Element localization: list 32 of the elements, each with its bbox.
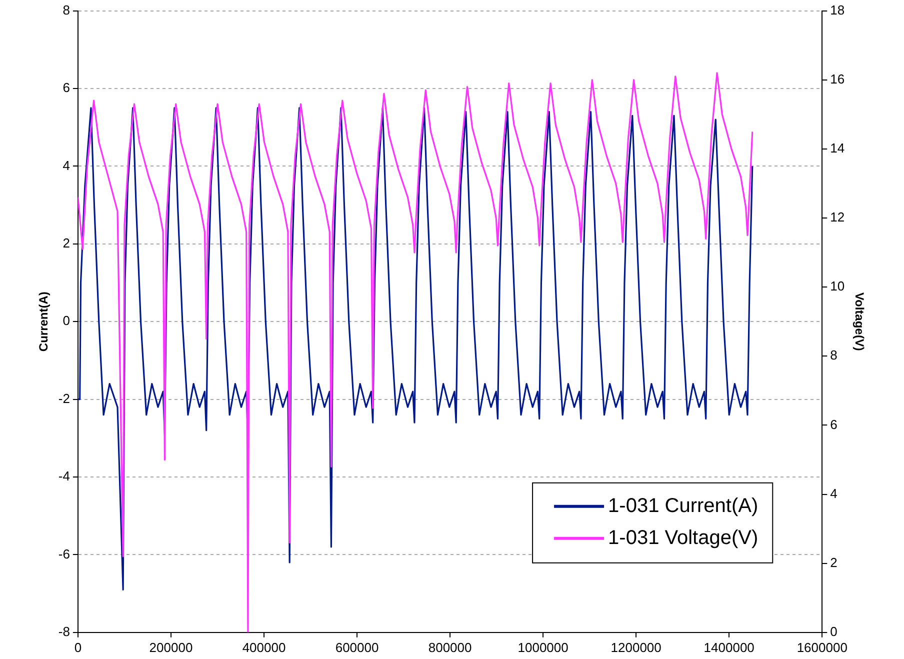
y-tick-label: 2	[62, 235, 70, 250]
x-tick-label: 600000	[335, 640, 379, 655]
y-tick-label: -2	[58, 390, 70, 406]
y-tick-label: 0	[62, 313, 70, 328]
x-tick-label: 400000	[242, 640, 286, 655]
y2-tick-label: 4	[830, 486, 838, 501]
x-tick-label: 1400000	[704, 640, 754, 655]
y2-tick-label: 0	[830, 624, 838, 639]
x-tick-label: 0	[74, 640, 82, 655]
y2-tick-label: 10	[830, 278, 845, 294]
x-tick-label: 1000000	[518, 640, 568, 655]
y-axis-title: Current(A)	[36, 292, 51, 352]
x-tick-label: 1200000	[610, 640, 662, 655]
y2-tick-label: 2	[830, 554, 838, 570]
x-tick-label: 800000	[428, 640, 472, 655]
y-tick-label: -8	[58, 624, 70, 639]
y-tick-label: -6	[58, 546, 70, 562]
y2-tick-label: 12	[830, 210, 845, 225]
x-tick-label: 200000	[149, 640, 193, 655]
y2-axis-title: Voltage(V)	[852, 292, 866, 351]
y2-tick-label: 6	[830, 416, 838, 432]
x-tick-label: 1600000	[796, 640, 848, 655]
y2-tick-label: 18	[830, 2, 845, 18]
y-tick-label: 8	[62, 2, 70, 18]
legend-label: 1-031 Voltage(V)	[608, 526, 758, 549]
y2-tick-label: 8	[830, 348, 838, 363]
y-tick-label: 6	[62, 80, 70, 96]
y2-tick-label: 14	[830, 140, 845, 156]
y-tick-label: -4	[58, 468, 70, 484]
y-tick-label: 4	[62, 158, 70, 173]
legend-label: 1-031 Current(A)	[608, 494, 758, 517]
y2-tick-label: 16	[830, 71, 845, 86]
